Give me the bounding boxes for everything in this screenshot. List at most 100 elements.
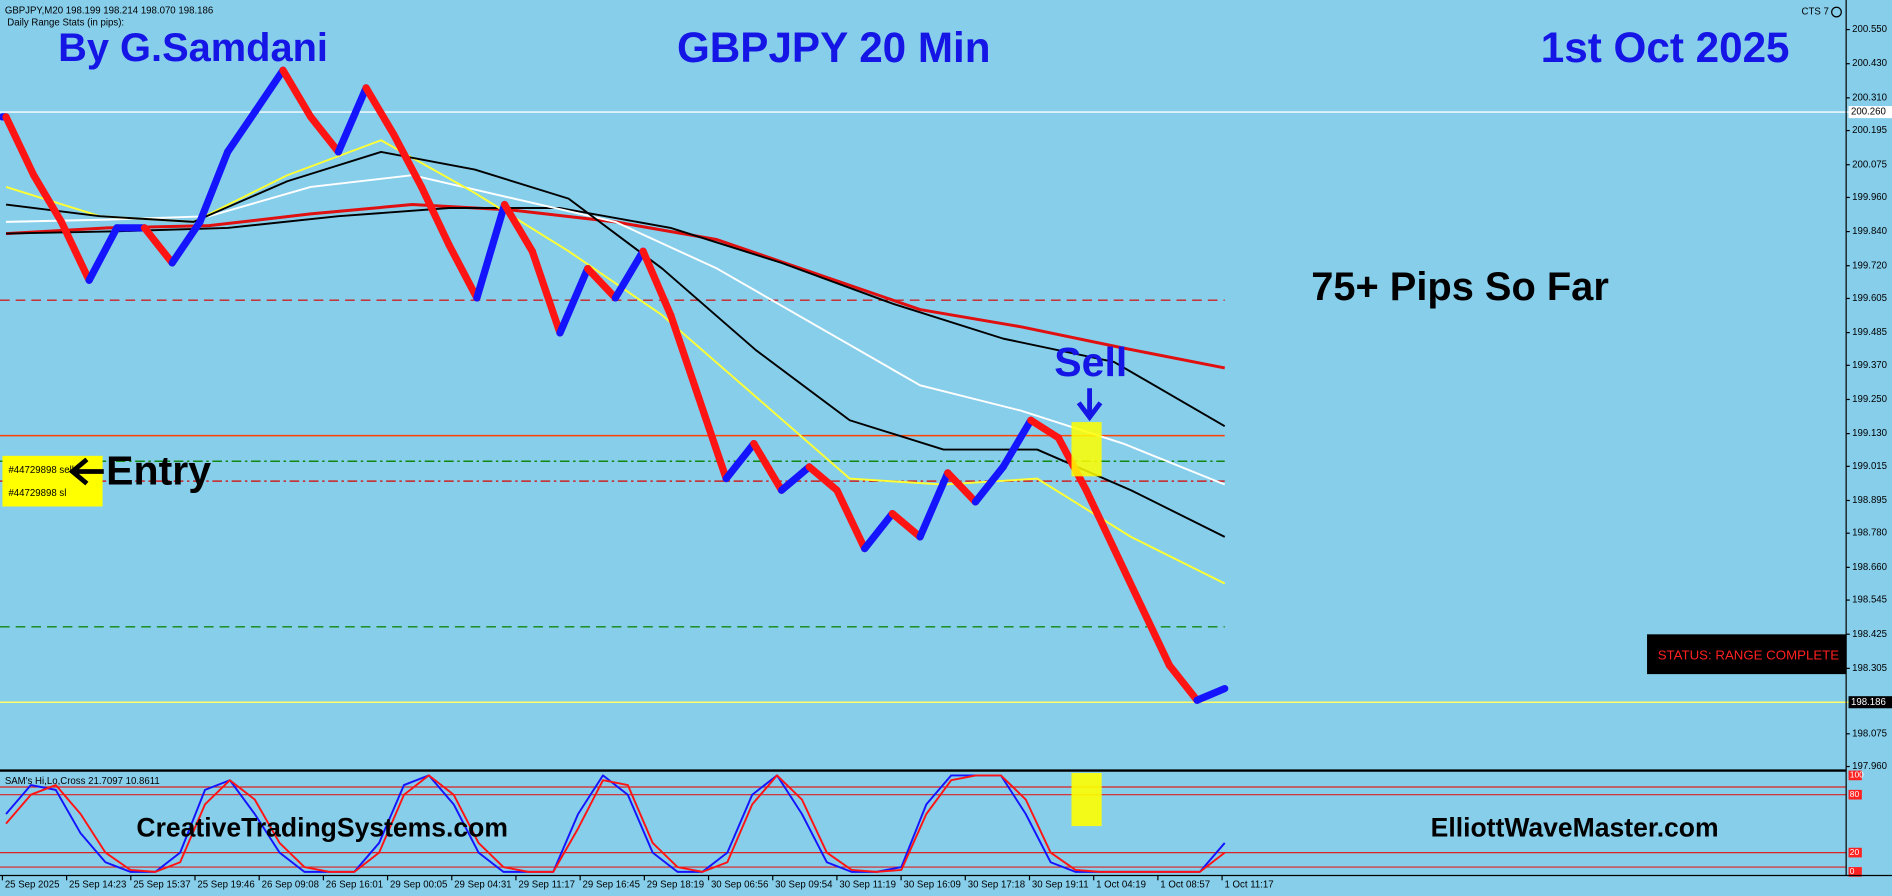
price-bar bbox=[971, 463, 1007, 506]
status-box bbox=[1647, 634, 1847, 675]
symbol-info: GBPJPY,M20 198.199 198.214 198.070 198.1… bbox=[5, 5, 213, 16]
x-tick-label: 25 Sep 15:37 bbox=[133, 880, 190, 891]
x-tick-label: 1 Oct 04:19 bbox=[1096, 880, 1146, 891]
price-bar bbox=[1110, 544, 1146, 611]
y-tick-label: 199.015 bbox=[1852, 461, 1887, 472]
x-tick-label: 29 Sep 11:17 bbox=[518, 880, 575, 891]
x-tick-label: 25 Sep 19:46 bbox=[197, 880, 254, 891]
price-bar bbox=[1165, 661, 1201, 704]
price-bar bbox=[307, 113, 343, 156]
x-tick-label: 29 Sep 04:31 bbox=[454, 880, 511, 891]
x-tick-label: 26 Sep 16:01 bbox=[326, 880, 383, 891]
x-tick-label: 29 Sep 18:19 bbox=[647, 880, 704, 891]
oscillator-tick-label: 80 bbox=[1850, 789, 1860, 799]
y-tick-label: 199.370 bbox=[1852, 360, 1887, 371]
stats-title: Daily Range Stats (in pips): bbox=[7, 17, 124, 28]
price-bar bbox=[667, 311, 703, 401]
x-tick-label: 1 Oct 08:57 bbox=[1160, 880, 1210, 891]
price-bar bbox=[223, 107, 259, 156]
price-bar bbox=[999, 416, 1035, 471]
price-label-box bbox=[1848, 696, 1892, 709]
y-tick-label: 198.305 bbox=[1852, 663, 1887, 674]
oscillator-tick-label: 100 bbox=[1850, 770, 1864, 780]
y-tick-label: 198.425 bbox=[1852, 629, 1887, 640]
sell-highlight bbox=[1071, 422, 1102, 477]
y-tick-label: 198.895 bbox=[1852, 495, 1887, 506]
moving-average bbox=[5, 150, 1226, 538]
price-bar bbox=[85, 224, 121, 284]
price-bar bbox=[473, 200, 509, 302]
x-tick-label: 30 Sep 06:56 bbox=[711, 880, 768, 891]
y-tick-label: 199.960 bbox=[1852, 192, 1887, 203]
oscillator-tick-box bbox=[1848, 867, 1862, 877]
chart-subtitle: 1st Oct 2025 bbox=[1541, 24, 1790, 71]
x-tick-label: 29 Sep 16:45 bbox=[583, 880, 640, 891]
price-bar bbox=[445, 241, 481, 302]
price-bar bbox=[639, 247, 675, 319]
price-bar bbox=[279, 66, 315, 121]
plot-area: 200.550 200.430 200.310 200.195 200.075 199.9… bbox=[0, 24, 1892, 891]
corner-label: CTS 7 bbox=[1802, 7, 1829, 18]
y-tick-label: 199.250 bbox=[1852, 394, 1887, 405]
price-bar bbox=[57, 218, 93, 284]
price-bar bbox=[140, 224, 176, 267]
price-bar bbox=[334, 84, 370, 156]
price-bar bbox=[722, 439, 758, 483]
price-bar bbox=[417, 183, 453, 249]
entry-arrow bbox=[68, 457, 104, 486]
y-tick-label: 198.780 bbox=[1852, 528, 1887, 539]
x-tick-label: 26 Sep 09:08 bbox=[262, 880, 319, 891]
oscillator-tick-label: 0 bbox=[1850, 866, 1855, 876]
oscillator-line bbox=[5, 774, 1226, 873]
x-tick-label: 30 Sep 17:18 bbox=[968, 880, 1025, 891]
price-bar bbox=[528, 247, 564, 337]
y-tick-label: 199.840 bbox=[1852, 226, 1887, 237]
price-bar bbox=[916, 469, 952, 541]
y-tick-label: 199.485 bbox=[1852, 327, 1887, 338]
price-bar bbox=[1193, 684, 1229, 704]
x-tick-label: 25 Sep 2025 bbox=[5, 880, 60, 891]
oscillator-line bbox=[5, 774, 1226, 873]
price-bar bbox=[168, 218, 204, 267]
oscillator-tick-label: 20 bbox=[1850, 847, 1860, 857]
sell-label: Sell bbox=[1054, 339, 1127, 385]
price-bar bbox=[1082, 486, 1118, 553]
y-tick-label: 200.430 bbox=[1852, 58, 1887, 69]
y-tick-label: 200.310 bbox=[1852, 92, 1887, 103]
price-label: 200.260 bbox=[1851, 107, 1886, 118]
status-text: STATUS: RANGE COMPLETE bbox=[1658, 648, 1840, 663]
price-label: 198.186 bbox=[1851, 697, 1886, 708]
price-bar bbox=[556, 264, 592, 337]
price-bar bbox=[584, 264, 620, 302]
y-tick-label: 197.960 bbox=[1852, 761, 1887, 772]
price-bar bbox=[390, 130, 426, 191]
sell-arrow bbox=[1076, 388, 1103, 422]
y-tick-label: 199.130 bbox=[1852, 428, 1887, 439]
price-bar bbox=[2, 113, 38, 179]
price-bar bbox=[611, 247, 647, 302]
oscillator-tick-box bbox=[1848, 770, 1862, 781]
price-bar bbox=[777, 463, 813, 494]
oscillator-highlight bbox=[1071, 772, 1102, 827]
order-label: #44729898 sl bbox=[8, 488, 66, 499]
x-tick-label: 25 Sep 14:23 bbox=[69, 880, 126, 891]
corner-icon bbox=[1831, 6, 1842, 18]
price-bar bbox=[196, 148, 232, 226]
entry-label: Entry bbox=[106, 448, 211, 494]
x-tick-label: 30 Sep 09:54 bbox=[775, 880, 833, 891]
oscillator-tick-box bbox=[1848, 847, 1862, 858]
price-label-box bbox=[1848, 106, 1892, 119]
site-left: CreativeTradingSystems.com bbox=[136, 813, 507, 843]
price-bar bbox=[944, 469, 980, 506]
x-tick-label: 30 Sep 11:19 bbox=[839, 880, 896, 891]
price-bar bbox=[251, 66, 287, 115]
price-bar bbox=[805, 463, 841, 494]
x-tick-label: 29 Sep 00:05 bbox=[390, 880, 447, 891]
y-tick-label: 200.195 bbox=[1852, 125, 1887, 136]
x-tick-label: 30 Sep 16:09 bbox=[904, 880, 961, 891]
y-tick-label: 199.605 bbox=[1852, 293, 1887, 304]
price-bar bbox=[833, 486, 869, 553]
